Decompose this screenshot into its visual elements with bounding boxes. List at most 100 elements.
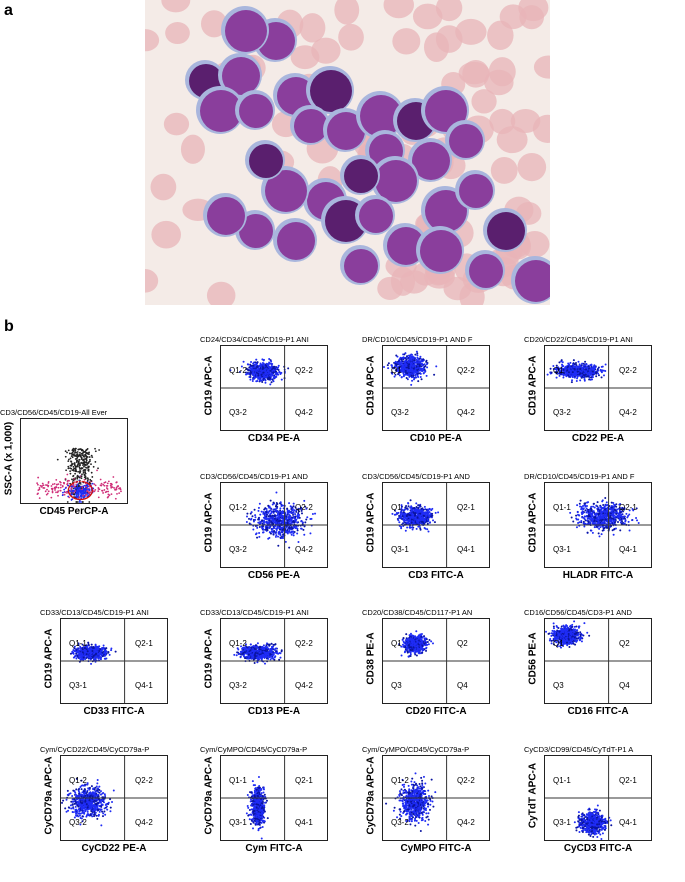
event-dot (120, 490, 122, 493)
event-dot (416, 359, 419, 362)
event-dot (271, 374, 274, 377)
event-dot (575, 517, 578, 520)
event-dot (409, 365, 412, 368)
event-dot (428, 511, 431, 514)
quadrant-label: Q4-2 (295, 545, 313, 554)
plot-title: CD3/CD56/CD45/CD19-All Ever (0, 408, 108, 417)
quadrant-label: Q3-2 (229, 545, 247, 554)
event-dot (564, 369, 567, 372)
event-dot (277, 364, 280, 367)
event-dot (78, 453, 81, 456)
event-dot (624, 520, 627, 523)
event-dot (90, 463, 92, 466)
quadrant-label: Q2-2 (295, 366, 313, 375)
event-dot (71, 456, 74, 459)
event-dot (275, 534, 278, 537)
event-dot (292, 515, 295, 518)
event-dot (612, 533, 615, 536)
event-dot (262, 528, 265, 531)
gate-p1 (67, 480, 94, 501)
event-dot (576, 504, 579, 507)
event-dot (406, 355, 409, 358)
event-dot (405, 358, 408, 361)
blood-smear-micrograph (131, 0, 563, 312)
event-dot (306, 516, 309, 519)
event-dot (278, 519, 281, 522)
event-dot (393, 513, 396, 516)
event-dot (570, 381, 573, 384)
event-dot (602, 522, 605, 525)
blast-cell (203, 193, 247, 237)
event-dot (277, 369, 280, 372)
event-dot (561, 361, 564, 364)
event-dot (37, 489, 40, 492)
event-dot (600, 515, 603, 518)
event-dot (110, 482, 113, 485)
event-dot (105, 484, 108, 487)
event-dot (74, 490, 76, 492)
event-dot (290, 517, 293, 520)
event-dot (265, 364, 268, 367)
event-dot (598, 527, 601, 530)
event-dot (579, 499, 582, 502)
event-dot (74, 465, 77, 468)
event-dot (105, 490, 108, 493)
event-dot (74, 448, 76, 450)
event-dot (289, 515, 292, 518)
blast-cell (221, 6, 269, 54)
event-dot (394, 373, 397, 376)
event-dot (65, 469, 68, 472)
event-dot (426, 516, 429, 519)
event-dot (80, 448, 83, 451)
event-dot (38, 487, 41, 489)
event-dot (423, 365, 426, 368)
event-dot (598, 535, 601, 538)
event-dot (571, 371, 574, 374)
blast-cell (445, 120, 485, 160)
event-dot (44, 490, 47, 493)
event-dot (595, 513, 598, 516)
event-dot (596, 519, 599, 522)
quadrant-label: Q3-2 (229, 408, 247, 417)
event-dot (423, 527, 426, 530)
event-dot (61, 485, 64, 488)
event-dot (109, 484, 112, 487)
event-dot (407, 360, 410, 363)
event-dot (623, 515, 626, 518)
event-dot (434, 511, 437, 514)
event-dot (580, 370, 583, 373)
event-dot (38, 497, 41, 500)
event-dot (75, 501, 78, 503)
event-dot (69, 467, 71, 470)
red-blood-cell (490, 156, 518, 184)
event-dot (270, 381, 273, 384)
event-dot (419, 512, 422, 515)
event-dot (590, 529, 593, 532)
event-dot (414, 512, 417, 515)
event-dot (398, 374, 401, 377)
event-dot (50, 485, 53, 487)
event-dot (408, 359, 411, 362)
event-dot (67, 467, 70, 470)
event-dot (286, 512, 289, 515)
event-dot (609, 516, 612, 519)
event-dot (94, 484, 97, 487)
event-dot (426, 366, 429, 369)
event-dot (580, 364, 583, 367)
event-dot (266, 526, 269, 529)
event-dot (76, 454, 79, 457)
event-dot (404, 529, 407, 532)
event-dot (575, 526, 578, 529)
event-dot (605, 520, 608, 523)
red-blood-cell (458, 61, 490, 85)
event-dot (411, 379, 414, 382)
event-dot (403, 366, 406, 369)
event-dot (574, 362, 577, 365)
event-dot (97, 467, 99, 470)
event-dot (97, 496, 100, 499)
event-dot (609, 519, 612, 522)
event-dot (84, 487, 87, 489)
event-dot (57, 483, 60, 486)
event-dot (562, 373, 565, 376)
event-dot (80, 467, 83, 469)
